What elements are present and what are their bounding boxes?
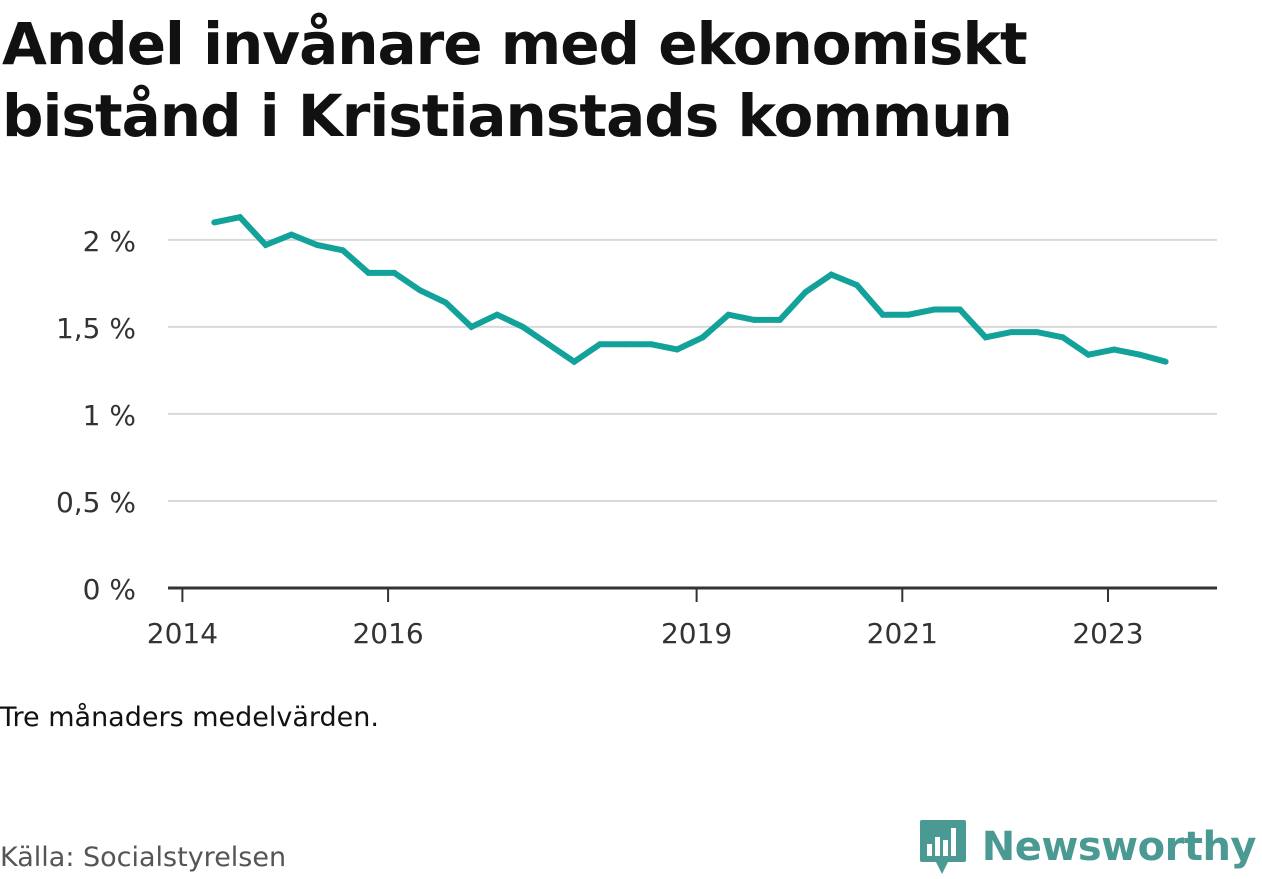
data-point [1136,351,1143,358]
data-point [674,346,681,353]
data-point [468,323,475,330]
line-chart: 0 % 0,5 % 1 % 1,5 % 2 % 2014 2016 2019 2021 2023 [56,213,1217,650]
data-point [699,334,706,341]
data-point [314,242,321,248]
data-point [648,341,655,348]
data-point [519,323,526,330]
data-point [725,311,732,318]
y-axis-tick-labels: 0 % 0,5 % 1 % 1,5 % 2 % [56,225,136,606]
data-point [956,306,963,313]
data-point [596,341,603,348]
data-point [802,289,809,295]
data-point [262,242,269,248]
data-point [1085,351,1092,358]
data-point [751,316,758,323]
data-point [442,299,449,306]
grid-lines [168,238,1217,502]
data-point [391,269,398,276]
data-point [931,306,938,313]
data-point [776,316,783,323]
series-line [213,213,1167,366]
data-point [1059,334,1066,341]
bar-chart-speech-bubble-icon [919,820,966,874]
chart-title: Andel invånare med ekonomiskt bistånd i … [2,10,1028,150]
x-tick-label: 2021 [867,617,938,650]
y-tick-label: 0,5 % [56,486,136,519]
data-point [545,341,552,348]
x-axis: 2014 2016 2019 2021 2023 [147,586,1217,650]
brand-name: Newsworthy [981,824,1257,870]
data-point [879,311,886,318]
data-point [905,311,912,318]
y-tick-label: 0 % [83,573,136,606]
data-point [417,287,423,294]
data-point [288,231,295,238]
data-point [237,214,243,221]
y-tick-label: 2 % [83,225,136,258]
data-point [571,358,578,365]
data-point [339,247,346,254]
y-tick-label: 1 % [83,399,136,432]
y-tick-label: 1,5 % [56,312,136,345]
data-point [494,311,501,318]
data-point [854,282,860,289]
data-point [1162,358,1169,365]
x-tick-label: 2016 [352,617,423,650]
series-lines [211,213,1169,366]
data-point [1111,346,1118,353]
x-tick-label: 2014 [147,617,218,650]
data-point [1008,329,1015,336]
data-point [982,334,989,341]
x-tick-label: 2019 [661,617,732,650]
chart-note: Tre månaders medelvärden. [0,702,379,733]
data-point [828,271,835,278]
data-point [365,269,372,276]
data-point [1034,329,1040,336]
x-tick-label: 2023 [1072,617,1143,650]
source-text: Källa: Socialstyrelsen [0,842,287,873]
data-point [622,341,629,348]
brand-logo[interactable]: Newsworthy [918,818,1257,876]
data-point [211,219,218,226]
